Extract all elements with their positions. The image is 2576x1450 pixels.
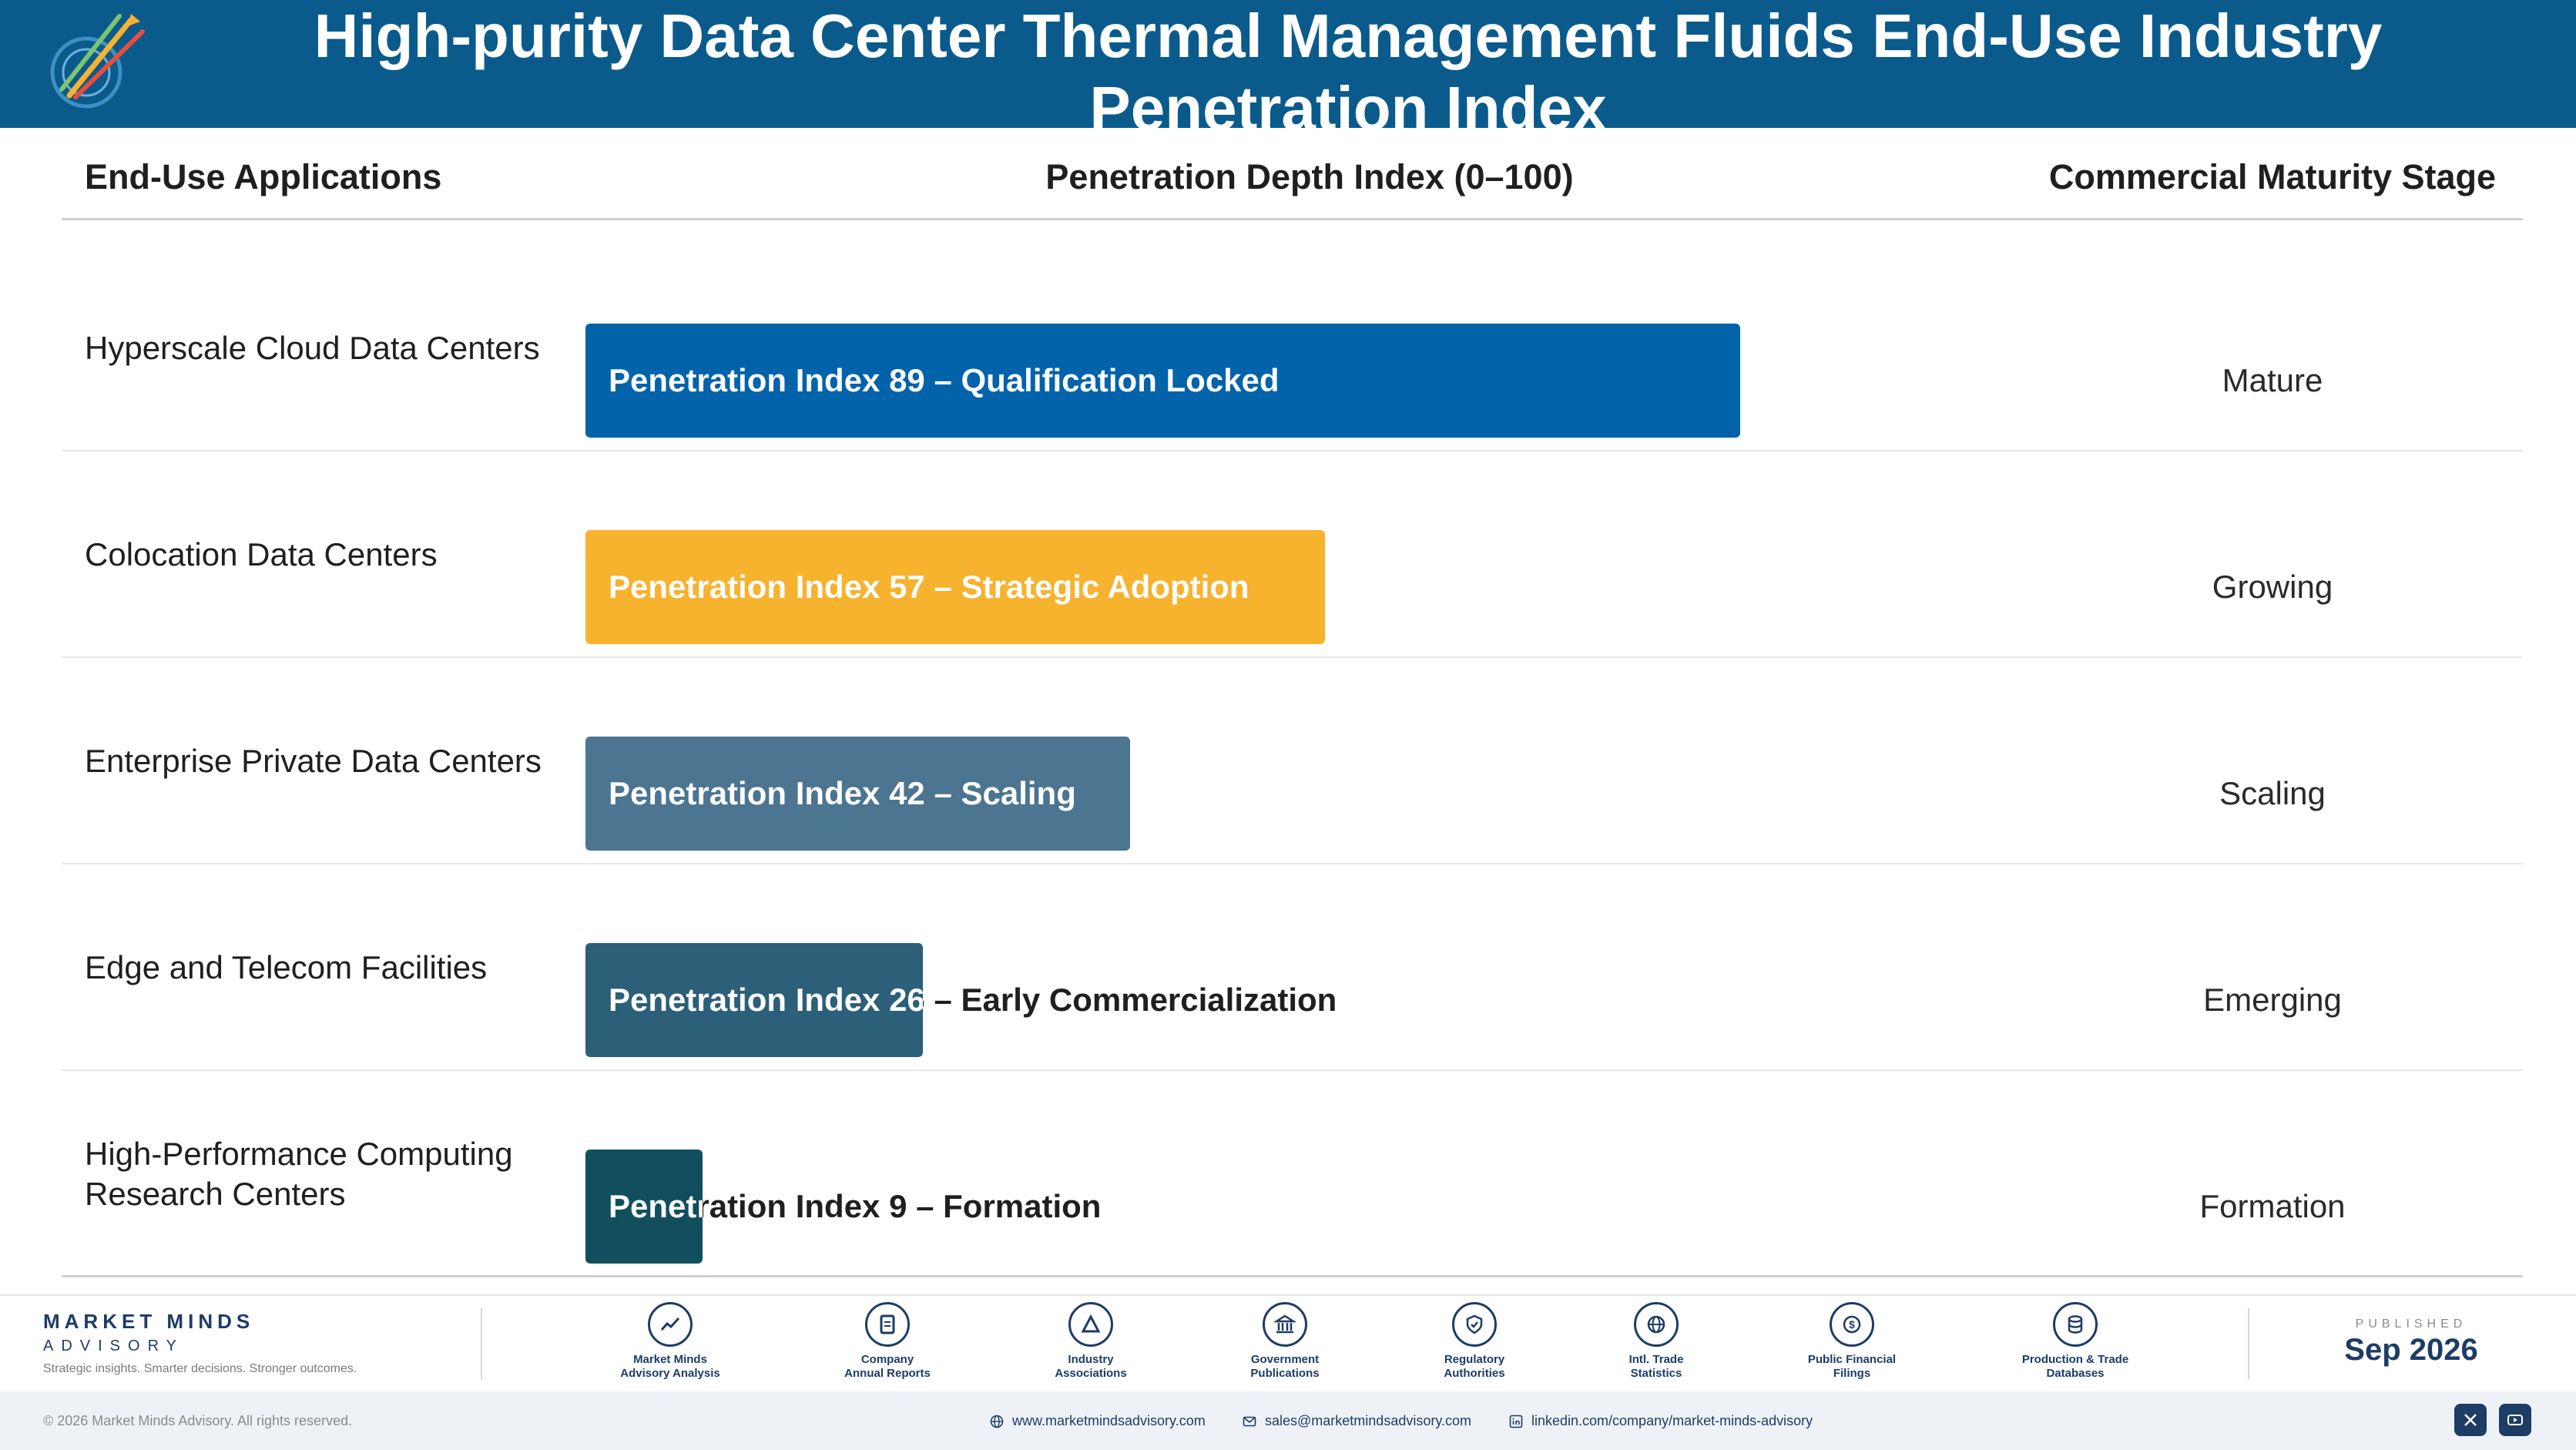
table-row: High-Performance Computing Research Cent… bbox=[62, 1071, 2523, 1277]
email-text: sales@marketmindsadvisory.com bbox=[1265, 1413, 1472, 1428]
x-social-button[interactable] bbox=[2454, 1404, 2487, 1436]
dollar-coin-icon: $ bbox=[1830, 1302, 1874, 1347]
source-item: Industry Associations bbox=[1014, 1302, 1168, 1381]
government-building-icon bbox=[1263, 1302, 1307, 1347]
globe-icon bbox=[990, 1415, 1004, 1428]
source-label: Market Minds Advisory Analysis bbox=[620, 1353, 720, 1380]
table-row: Enterprise Private Data Centers Penetrat… bbox=[62, 658, 2523, 864]
table-row: Hyperscale Cloud Data Centers Penetratio… bbox=[62, 245, 2523, 451]
source-label: Production & Trade Databases bbox=[2021, 1353, 2129, 1380]
database-icon bbox=[2053, 1302, 2098, 1347]
stage-value: Formation bbox=[2199, 1188, 2346, 1224]
source-item: Government Publications bbox=[1208, 1302, 1362, 1381]
bar-label: Penetration Index 42 – Scaling bbox=[609, 737, 1076, 851]
chart-line-icon bbox=[648, 1302, 693, 1347]
row-label: Hyperscale Cloud Data Centers bbox=[85, 330, 540, 366]
page-title: High-purity Data Center Thermal Manageme… bbox=[314, 2, 2383, 143]
published-date: Sep 2026 bbox=[2344, 1333, 2478, 1367]
bar-label: Penetration Index 26 – Early Commerciali… bbox=[609, 943, 1337, 1057]
source-label: Industry Associations bbox=[1055, 1353, 1127, 1380]
bar bbox=[585, 324, 1740, 438]
email-link[interactable]: sales@marketmindsadvisory.com bbox=[1242, 1413, 1471, 1429]
row-label: Colocation Data Centers bbox=[85, 536, 438, 572]
source-item: $ Public Financial Filings bbox=[1775, 1302, 1929, 1381]
mail-icon bbox=[1243, 1416, 1256, 1426]
brand-subtitle: ADVISORY bbox=[43, 1338, 184, 1354]
source-item: Regulatory Authorities bbox=[1397, 1302, 1551, 1381]
linkedin-link[interactable]: linkedin.com/company/market-minds-adviso… bbox=[1508, 1413, 1813, 1429]
column-header-penetration: Penetration Depth Index (0–100) bbox=[1045, 157, 1574, 196]
source-label: Government Publications bbox=[1250, 1353, 1320, 1380]
row-label: Edge and Telecom Facilities bbox=[85, 949, 488, 985]
website-link[interactable]: www.marketmindsadvisory.com bbox=[989, 1413, 1206, 1429]
stage-value: Growing bbox=[2212, 569, 2333, 605]
bar-label: Penetration Index 57 – Strategic Adoptio… bbox=[609, 530, 1249, 644]
brand-tagline: Strategic insights. Smarter decisions. S… bbox=[43, 1362, 357, 1375]
youtube-social-button[interactable] bbox=[2499, 1404, 2531, 1436]
bar bbox=[585, 530, 1325, 644]
globe-icon bbox=[1634, 1302, 1679, 1347]
website-text: www.marketmindsadvisory.com bbox=[1012, 1413, 1206, 1428]
header-divider bbox=[62, 218, 2523, 220]
svg-text:$: $ bbox=[1849, 1318, 1855, 1331]
bar bbox=[585, 1150, 703, 1264]
shield-check-icon bbox=[1452, 1302, 1497, 1347]
stage-value: Emerging bbox=[2203, 982, 2342, 1018]
source-item: Intl. Trade Statistics bbox=[1579, 1302, 1733, 1381]
x-icon bbox=[2464, 1414, 2477, 1426]
table-row: Colocation Data Centers Penetration Inde… bbox=[62, 451, 2523, 658]
document-icon bbox=[865, 1302, 910, 1347]
source-label: Public Financial Filings bbox=[1807, 1353, 1897, 1380]
stage-value: Mature bbox=[2222, 362, 2323, 398]
linkedin-text: linkedin.com/company/market-minds-adviso… bbox=[1531, 1413, 1813, 1428]
youtube-icon bbox=[2507, 1415, 2523, 1425]
footer-divider bbox=[481, 1308, 482, 1379]
row-label: Enterprise Private Data Centers bbox=[85, 743, 542, 779]
bar bbox=[585, 943, 923, 1057]
source-item: Market Minds Advisory Analysis bbox=[593, 1302, 747, 1381]
table-row: Edge and Telecom Facilities Penetration … bbox=[62, 864, 2523, 1071]
published-label: PUBLISHED bbox=[2355, 1317, 2467, 1331]
linkedin-icon bbox=[1509, 1415, 1523, 1428]
logo-icon bbox=[50, 14, 145, 109]
network-icon bbox=[1068, 1302, 1113, 1347]
bar-label: Penetration Index 89 – Qualification Loc… bbox=[609, 324, 1280, 438]
copyright: © 2026 Market Minds Advisory. All rights… bbox=[43, 1413, 353, 1428]
source-label: Regulatory Authorities bbox=[1444, 1353, 1505, 1380]
bar-label: Penetration Index 9 – Formation bbox=[609, 1150, 1101, 1264]
column-header-applications: End-Use Applications bbox=[85, 157, 442, 196]
header-band: High-purity Data Center Thermal Manageme… bbox=[0, 0, 2576, 143]
source-label: Intl. Trade Statistics bbox=[1628, 1353, 1684, 1380]
source-item: Production & Trade Databases bbox=[1998, 1302, 2152, 1381]
brand-name: MARKET MINDS bbox=[43, 1310, 255, 1333]
source-label: Company Annual Reports bbox=[844, 1353, 931, 1380]
stage-value: Scaling bbox=[2219, 775, 2326, 811]
column-header-stage: Commercial Maturity Stage bbox=[2048, 157, 2497, 196]
bottom-bar bbox=[0, 1391, 2576, 1450]
bar bbox=[585, 737, 1130, 851]
source-item: Company Annual Reports bbox=[810, 1302, 964, 1381]
row-label: High-Performance Computing Research Cent… bbox=[85, 1136, 513, 1212]
footer-divider bbox=[2248, 1308, 2249, 1379]
